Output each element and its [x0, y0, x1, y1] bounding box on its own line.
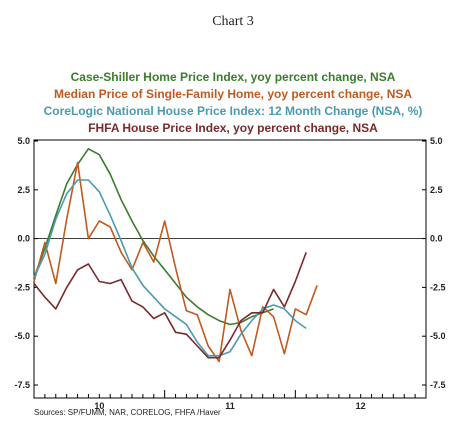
- y-tick-label-right: 5.0: [430, 136, 443, 146]
- y-tick-label-right: 2.5: [430, 185, 443, 195]
- y-tick-label-left: 5.0: [17, 136, 30, 146]
- legend-entry-fhfa: FHFA House Price Index, yoy percent chan…: [88, 121, 378, 135]
- y-tick-label-left: 2.5: [17, 185, 30, 195]
- x-tick-label: 12: [356, 401, 366, 411]
- legend-entry-case-shiller: Case-Shiller Home Price Index, yoy perce…: [70, 70, 396, 84]
- series-line-0: [33, 148, 274, 326]
- legend-entry-corelogic: CoreLogic National House Price Index: 12…: [43, 104, 423, 118]
- y-tick-label-left: 0.0: [17, 234, 30, 244]
- y-tick-label-left: -2.5: [14, 282, 30, 292]
- chart-title: Chart 3: [212, 14, 254, 29]
- x-tick-label: 10: [94, 401, 104, 411]
- y-tick-label-left: -7.5: [14, 380, 30, 390]
- y-tick-label-right: -5.0: [430, 331, 446, 341]
- legend-entry-median-price: Median Price of Single-Family Home, yoy …: [53, 87, 413, 101]
- plot-frame: [33, 139, 427, 399]
- series-line-2: [33, 179, 307, 357]
- series-line-3: [33, 252, 307, 359]
- y-tick-label-right: -7.5: [430, 380, 446, 390]
- series-line-1: [33, 161, 318, 363]
- source-note: Sources: SP/FUMM, NAR, CORELOG, FHFA /Ha…: [34, 408, 221, 417]
- y-tick-label-right: -2.5: [430, 282, 446, 292]
- y-tick-label-right: 0.0: [430, 234, 443, 244]
- y-tick-label-left: -5.0: [14, 331, 30, 341]
- x-tick-label: 11: [225, 401, 235, 411]
